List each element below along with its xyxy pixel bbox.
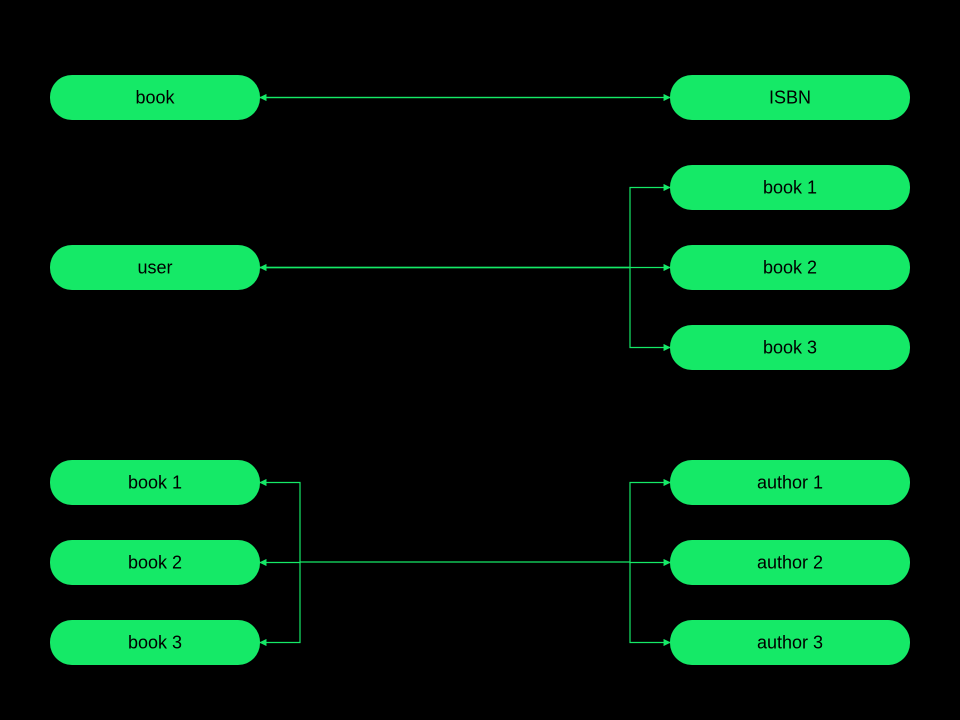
- node-label: ISBN: [769, 87, 811, 107]
- node-n1: book: [50, 75, 260, 120]
- edge: [630, 562, 670, 563]
- node-n11: author 2: [670, 540, 910, 585]
- node-n3: user: [50, 245, 260, 290]
- node-n2: ISBN: [670, 75, 910, 120]
- diagram-canvas: book ISBN user book 1 book 2 book 3 book 1 book…: [0, 0, 960, 720]
- node-n9: book 3: [50, 620, 260, 665]
- edge: [630, 483, 670, 563]
- node-label: book 1: [128, 472, 182, 492]
- node-n10: author 1: [670, 460, 910, 505]
- nodes-layer: book ISBN user book 1 book 2 book 3 book 1 book…: [50, 75, 910, 665]
- edges-layer: [260, 98, 670, 643]
- node-n4: book 1: [670, 165, 910, 210]
- node-label: book 3: [128, 632, 182, 652]
- node-n12: author 3: [670, 620, 910, 665]
- node-label: book 3: [763, 337, 817, 357]
- node-label: author 3: [757, 632, 823, 652]
- edge: [260, 268, 670, 348]
- node-label: author 1: [757, 472, 823, 492]
- edge: [260, 483, 300, 563]
- node-label: author 2: [757, 552, 823, 572]
- node-n8: book 2: [50, 540, 260, 585]
- node-label: book 2: [128, 552, 182, 572]
- node-label: user: [137, 257, 172, 277]
- edge: [260, 188, 670, 268]
- edge: [630, 562, 670, 643]
- node-n6: book 3: [670, 325, 910, 370]
- node-n5: book 2: [670, 245, 910, 290]
- edge: [260, 562, 300, 643]
- edge: [260, 562, 300, 563]
- node-label: book 2: [763, 257, 817, 277]
- node-n7: book 1: [50, 460, 260, 505]
- node-label: book 1: [763, 177, 817, 197]
- node-label: book: [135, 87, 175, 107]
